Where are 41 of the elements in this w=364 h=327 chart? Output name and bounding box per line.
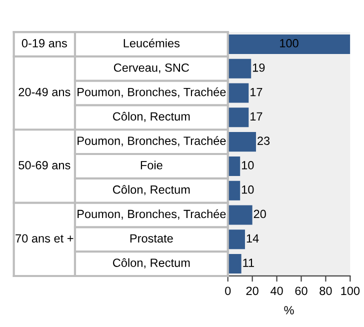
bar [228,156,240,176]
x-axis-title: % [284,306,294,314]
x-tick-label: 20 [246,286,258,296]
y-tick-label: Côlon, Rectum [112,258,190,268]
y-tick-label: Foie [140,160,162,170]
bar [228,205,252,225]
y-tick-label: Poumon, Bronches, Trachée [78,136,226,146]
bar [228,58,252,78]
y-tick-label: Côlon, Rectum [112,112,190,122]
data-label: 10 [242,161,254,170]
data-label: 17 [250,112,262,120]
y-tick-label: Côlon, Rectum [112,185,190,196]
bar [228,230,245,250]
y-tick-label: Cerveau, SNC [114,63,190,74]
data-label: 19 [252,63,265,72]
x-tick-label: 80 [320,286,332,296]
data-label: 11 [243,258,254,267]
text: 0-19 ans [22,39,67,48]
y-tick-label: Poumon, Bronches, Trachée [78,87,226,98]
x-tick-label: 60 [295,286,308,296]
bar [228,180,240,200]
x-tick-label: 100 [341,286,360,296]
text: 70 ans et + [16,234,74,243]
data-label: 100 [280,39,298,48]
x-tick-label: 0 [225,286,231,296]
x-tick-label: 40 [270,286,283,296]
bar [228,34,350,54]
text: 20-49 ans [18,88,70,96]
y-tick-label: Prostate [130,234,173,243]
bar [228,132,256,152]
y-tick-label: Poumon, Bronches, Trachée [78,209,226,220]
bar [228,108,249,128]
data-label: 23 [258,136,270,145]
data-label: 20 [254,210,266,218]
text: 50-69 ans [18,161,70,170]
bar [228,254,242,274]
data-label: 14 [246,234,259,242]
y-tick-label: Leucémies [124,38,180,48]
data-label: 10 [242,185,254,194]
bar [228,83,249,103]
data-label: 17 [250,88,262,96]
